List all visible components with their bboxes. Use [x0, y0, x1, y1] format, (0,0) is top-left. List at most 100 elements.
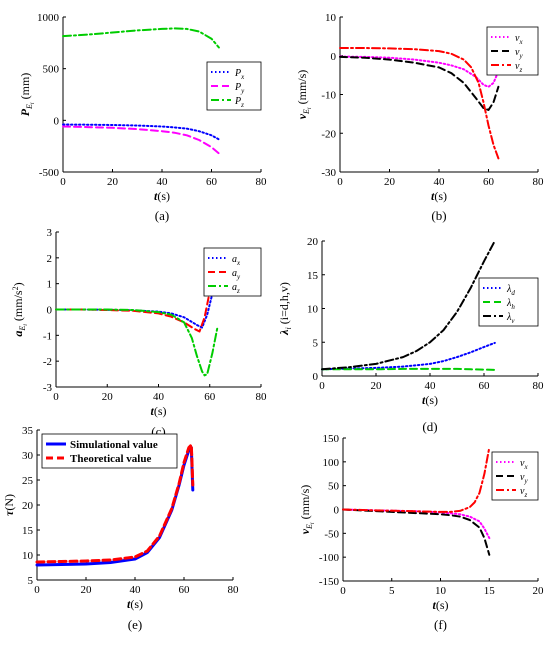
y-tick-label: 0	[54, 115, 60, 127]
y-tick-label: 20	[22, 500, 34, 512]
series-line-x	[62, 123, 220, 141]
legend-label: Theoretical value	[70, 453, 151, 465]
y-tick-label: -2	[43, 356, 52, 368]
x-tick-label: 20	[81, 584, 93, 596]
series-line-y	[55, 251, 219, 333]
legend-label: vz	[515, 61, 522, 74]
y-tick-label: -1	[43, 330, 52, 342]
legend-label: vy	[520, 472, 528, 485]
x-tick-label: 0	[319, 380, 325, 392]
legend-label: vx	[520, 458, 528, 471]
x-tick-label: 0	[53, 391, 59, 403]
x-tick-label: 5	[389, 585, 395, 597]
x-tick-label: 60	[206, 176, 218, 188]
chart-e: 0 20 40 60 80 5 10 15 20 25 30 35 t(s) τ(N) Simulation…	[2, 425, 239, 632]
x-tick-label: 40	[153, 391, 165, 403]
y-axis-label: τ(N)	[2, 494, 16, 516]
panel-caption: (f)	[434, 617, 447, 632]
x-tick-label: 40	[157, 176, 169, 188]
x-tick-label: 80	[228, 584, 240, 596]
chart-f: 0 5 10 15 20 -150 -100 -50 0 50 100 150 t(s) vEi (mm/…	[298, 433, 544, 632]
x-tick-label: 0	[340, 585, 346, 597]
x-tick-label: 60	[483, 176, 495, 188]
x-tick-label: 80	[256, 391, 268, 403]
y-tick-label: -100	[319, 552, 340, 564]
y-axis-label: λi (i=d,h,v)	[277, 282, 293, 336]
legend-label: vz	[520, 486, 527, 499]
y-tick-label: 5	[313, 337, 319, 349]
legend-label: Pz	[234, 96, 244, 109]
chart-c: 0 20 40 60 80 -3 -2 -1 0 1 2 3 t(s) aEi (mm/s2) axayaz…	[11, 227, 267, 439]
panel-caption: (b)	[431, 208, 446, 223]
y-tick-label: -30	[321, 167, 336, 179]
y-tick-label: 50	[328, 481, 340, 493]
x-tick-label: 60	[204, 391, 216, 403]
legend-label: ax	[232, 254, 241, 267]
y-tick-label: 15	[307, 270, 319, 282]
x-tick-label: 80	[533, 380, 545, 392]
x-tick-label: 20	[107, 176, 119, 188]
legend-label: Simulational value	[70, 439, 158, 451]
y-tick-label: 30	[22, 450, 34, 462]
x-axis-label: t(s)	[422, 393, 438, 407]
x-axis-label: t(s)	[150, 404, 166, 418]
y-tick-label: 10	[22, 550, 34, 562]
y-tick-label: 1	[47, 279, 53, 291]
x-tick-label: 0	[34, 584, 40, 596]
y-tick-label: -20	[321, 128, 336, 140]
legend-label: λh	[506, 298, 515, 311]
series-line-d	[321, 341, 496, 371]
y-tick-label: 0	[331, 51, 337, 63]
y-tick-label: -10	[321, 90, 336, 102]
series-line-z	[55, 308, 219, 377]
x-axis-label: t(s)	[154, 189, 170, 203]
y-tick-label: -3	[43, 382, 53, 394]
legend-label: Px	[234, 68, 245, 81]
legend-box	[41, 433, 178, 469]
x-tick-label: 0	[60, 176, 66, 188]
y-tick-label: -150	[319, 576, 340, 588]
y-tick-label: 0	[334, 505, 340, 517]
legend-label: Py	[234, 82, 245, 95]
y-tick-label: 10	[307, 304, 319, 316]
series-line-x	[55, 277, 219, 329]
series-line-y	[62, 125, 220, 155]
y-tick-label: 20	[307, 236, 319, 248]
x-tick-label: 10	[435, 585, 447, 597]
panel-caption: (a)	[155, 208, 169, 223]
series-line-h	[321, 367, 496, 371]
y-axis-label: vEi (mm/s)	[295, 70, 313, 120]
legend-label: vy	[515, 47, 523, 60]
x-tick-label: 20	[533, 585, 545, 597]
y-tick-label: 2	[47, 253, 53, 265]
x-tick-label: 60	[479, 380, 491, 392]
x-axis-label: t(s)	[432, 598, 448, 612]
series-line-v	[321, 240, 496, 371]
y-tick-label: 15	[22, 525, 34, 537]
x-axis-label: t(s)	[431, 189, 447, 203]
x-tick-label: 60	[179, 584, 191, 596]
y-axis-label: aEi (mm/s2)	[11, 282, 29, 336]
x-tick-label: 20	[371, 380, 383, 392]
x-tick-label: 15	[484, 585, 496, 597]
series-line-z	[342, 446, 491, 513]
y-tick-label: -50	[324, 528, 339, 540]
y-tick-label: 0	[313, 371, 319, 383]
y-axis-label: vEi (mm/s)	[298, 485, 316, 535]
legend-label: vx	[515, 33, 523, 46]
legend-label: λv	[506, 312, 515, 325]
x-tick-label: 20	[384, 176, 396, 188]
x-tick-label: 80	[256, 176, 268, 188]
y-tick-label: 150	[323, 433, 340, 445]
x-tick-label: 40	[130, 584, 142, 596]
series-line-z	[339, 47, 500, 160]
y-tick-label: -500	[39, 167, 60, 179]
y-tick-label: 0	[47, 305, 53, 317]
